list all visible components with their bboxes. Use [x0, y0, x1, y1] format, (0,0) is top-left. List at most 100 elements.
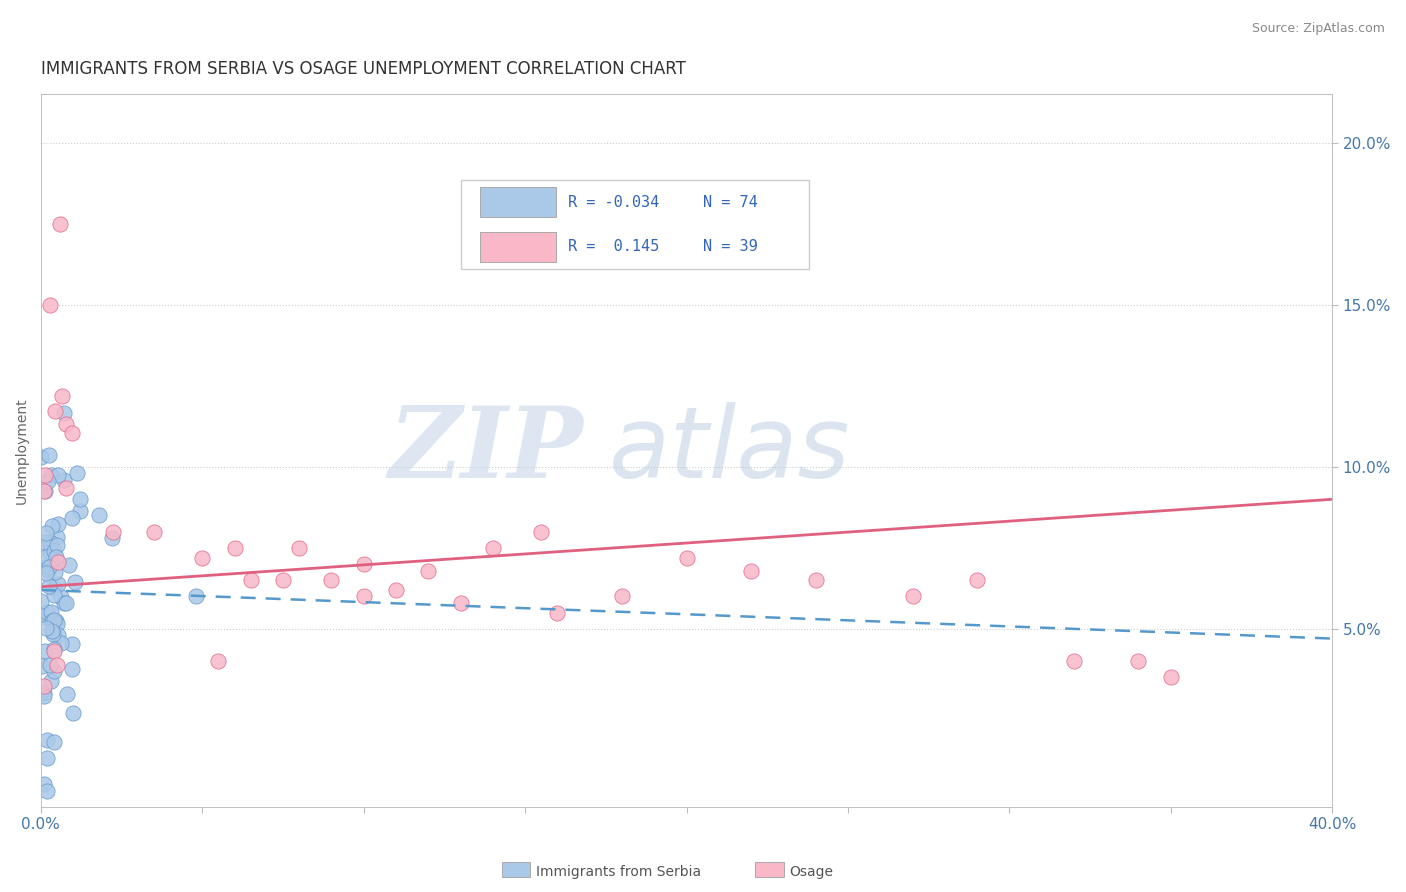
- Point: [62, 706, 84, 721]
- Point: [35, 621, 58, 635]
- Point: [37, 751, 59, 765]
- Point: [34, 686, 56, 700]
- Point: [321, 574, 343, 588]
- Point: [42, 626, 65, 640]
- Point: [38, 448, 60, 462]
- Point: [63, 574, 86, 589]
- Point: [34, 468, 56, 483]
- Text: R = -0.034: R = -0.034: [568, 194, 659, 210]
- Point: [101, 531, 124, 545]
- Point: [46, 538, 69, 552]
- Text: Source: ZipAtlas.com: Source: ZipAtlas.com: [1251, 22, 1385, 36]
- Point: [30, 685, 52, 699]
- Text: ZIP: ZIP: [388, 402, 583, 499]
- Point: [30, 450, 52, 465]
- Point: [38, 579, 60, 593]
- Point: [39, 674, 62, 689]
- Point: [418, 564, 440, 578]
- Point: [46, 657, 69, 672]
- Point: [38, 560, 60, 574]
- Point: [610, 590, 633, 604]
- Text: R =  0.145: R = 0.145: [568, 239, 659, 254]
- Point: [45, 549, 67, 564]
- Point: [38, 657, 60, 672]
- Point: [42, 642, 65, 657]
- Point: [42, 543, 65, 558]
- Point: [37, 474, 59, 488]
- Point: [44, 565, 66, 579]
- Point: [39, 298, 62, 312]
- Point: [42, 581, 65, 595]
- Point: [55, 596, 77, 610]
- Point: [31, 607, 53, 621]
- Point: [142, 524, 165, 539]
- Point: [39, 468, 62, 483]
- Y-axis label: Unemployment: Unemployment: [15, 398, 30, 504]
- FancyBboxPatch shape: [479, 232, 557, 262]
- Point: [35, 550, 58, 565]
- Point: [675, 550, 697, 565]
- Point: [34, 484, 56, 499]
- Point: [45, 614, 67, 628]
- Point: [37, 563, 59, 577]
- Point: [44, 403, 66, 417]
- Point: [46, 628, 69, 642]
- Point: [44, 644, 66, 658]
- Point: [32, 690, 55, 704]
- Point: [239, 574, 262, 588]
- Point: [740, 564, 762, 578]
- Point: [353, 590, 375, 604]
- Point: [184, 590, 207, 604]
- Point: [69, 504, 91, 518]
- Text: N = 74: N = 74: [703, 194, 758, 210]
- Point: [51, 389, 73, 403]
- Point: [60, 637, 83, 651]
- Point: [32, 679, 55, 693]
- Point: [46, 516, 69, 531]
- Point: [51, 635, 73, 649]
- Point: [44, 613, 66, 627]
- Point: [49, 591, 72, 605]
- Point: [39, 612, 62, 626]
- Point: [35, 526, 58, 541]
- Point: [42, 735, 65, 749]
- Point: [804, 574, 827, 588]
- Point: [49, 217, 72, 231]
- Text: N = 39: N = 39: [703, 239, 758, 254]
- Point: [32, 777, 55, 791]
- Point: [39, 605, 62, 619]
- FancyBboxPatch shape: [479, 187, 557, 217]
- FancyBboxPatch shape: [461, 180, 810, 269]
- Point: [1128, 654, 1150, 668]
- Point: [966, 574, 988, 588]
- Point: [34, 534, 56, 549]
- Point: [207, 654, 229, 668]
- Point: [46, 467, 69, 482]
- Point: [53, 596, 76, 610]
- Point: [46, 555, 69, 569]
- Point: [101, 525, 124, 540]
- Point: [224, 541, 246, 555]
- Point: [37, 605, 59, 619]
- Text: atlas: atlas: [609, 402, 851, 500]
- Point: [288, 541, 311, 555]
- Point: [30, 594, 52, 608]
- Point: [31, 659, 53, 673]
- Point: [32, 483, 55, 498]
- Point: [41, 519, 63, 533]
- Point: [37, 733, 59, 747]
- Point: [55, 481, 77, 495]
- Point: [46, 576, 69, 591]
- Point: [191, 550, 214, 565]
- Point: [55, 417, 77, 431]
- Point: [66, 466, 89, 480]
- Point: [353, 557, 375, 571]
- Point: [271, 574, 294, 588]
- Point: [42, 588, 65, 602]
- Point: [55, 687, 77, 701]
- Text: Osage: Osage: [789, 865, 834, 880]
- Point: [87, 508, 110, 523]
- Point: [41, 556, 63, 570]
- Point: [38, 536, 60, 550]
- Point: [37, 784, 59, 798]
